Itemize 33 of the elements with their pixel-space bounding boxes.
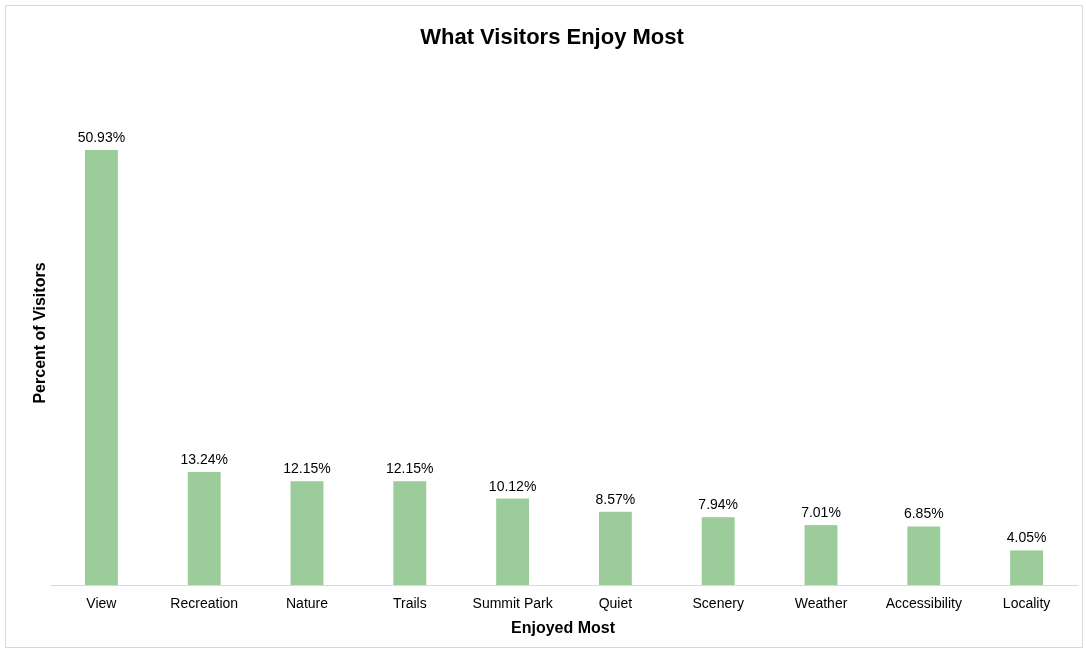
x-tick-label: Accessibility [885, 594, 962, 611]
x-tick-label: Nature [285, 594, 329, 611]
bar [598, 511, 632, 585]
bar [290, 481, 324, 585]
data-label: 12.15% [386, 460, 434, 477]
x-tick-label: Summit Park [472, 594, 554, 611]
data-label: 7.01% [801, 504, 841, 521]
chart-title: What Visitors Enjoy Most [420, 24, 685, 49]
bar [496, 498, 530, 585]
bar [187, 471, 221, 585]
x-tick-label: Scenery [692, 594, 744, 611]
x-tick-label: Locality [1002, 594, 1051, 611]
x-tick-label: View [86, 594, 118, 611]
bar [393, 481, 427, 585]
data-label: 10.12% [488, 477, 537, 494]
data-label: 7.94% [698, 496, 739, 513]
data-label: 8.57% [595, 490, 636, 507]
x-tick-label: Weather [794, 594, 848, 611]
bar [701, 517, 735, 585]
data-label: 13.24% [180, 450, 228, 467]
data-label: 50.93% [77, 129, 126, 145]
data-label: 6.85% [903, 505, 944, 522]
bar [1010, 550, 1044, 585]
x-tick-label: Recreation [170, 594, 239, 611]
bar [907, 526, 941, 585]
data-label: 4.05% [1006, 529, 1047, 546]
bar [84, 150, 118, 585]
x-tick-label: Trails [392, 594, 427, 611]
y-axis-title: Percent of Visitors [31, 262, 48, 404]
bar [804, 525, 838, 585]
data-label: 12.15% [283, 460, 331, 477]
x-tick-label: Quiet [598, 594, 633, 611]
x-axis-title: Enjoyed Most [510, 619, 616, 636]
